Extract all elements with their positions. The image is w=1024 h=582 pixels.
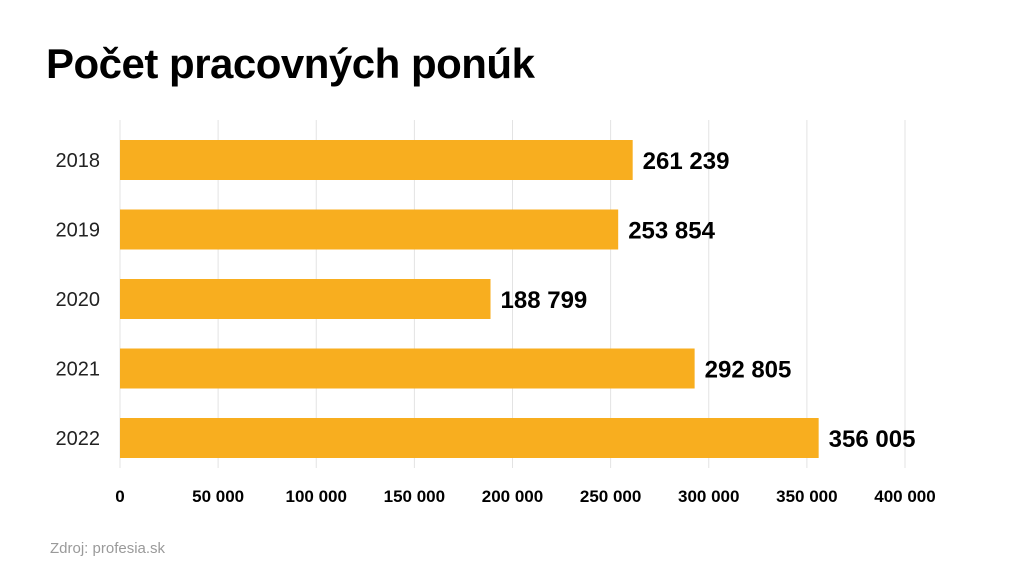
category-label: 2019: [56, 220, 101, 242]
x-tick-label: 150 000: [384, 487, 445, 506]
data-label: 253 854: [628, 218, 715, 245]
data-label: 261 239: [643, 148, 730, 175]
bar: [120, 140, 633, 180]
x-tick-label: 200 000: [482, 487, 543, 506]
x-tick-label: 50 000: [192, 487, 244, 506]
data-label: 356 005: [829, 426, 916, 453]
bars: [120, 140, 819, 458]
category-labels: 2018 2019 2020 2021 2022: [56, 150, 101, 450]
bar: [120, 279, 491, 319]
source-note: Zdroj: profesia.sk: [50, 540, 166, 557]
data-labels: 261 239 253 854 188 799 292 805 356 005: [501, 148, 916, 453]
x-tick-label: 400 000: [874, 487, 935, 506]
x-tick-label: 0: [115, 487, 124, 506]
data-label: 188 799: [501, 287, 588, 314]
bar: [120, 209, 619, 250]
data-label: 292 805: [705, 357, 792, 384]
category-label: 2018: [56, 150, 101, 172]
x-tick-label: 300 000: [678, 487, 739, 506]
category-label: 2022: [56, 428, 101, 450]
bar: [120, 418, 819, 458]
x-tick-label: 350 000: [776, 487, 837, 506]
chart-title: Počet pracovných ponúk: [46, 40, 535, 87]
x-axis-ticks: 0 50 000 100 000 150 000 200 000 250 000 300 0…: [115, 487, 935, 506]
x-tick-label: 250 000: [580, 487, 641, 506]
category-label: 2020: [56, 289, 101, 311]
bar: [120, 348, 695, 389]
x-tick-label: 100 000: [286, 487, 347, 506]
category-label: 2021: [56, 359, 101, 381]
